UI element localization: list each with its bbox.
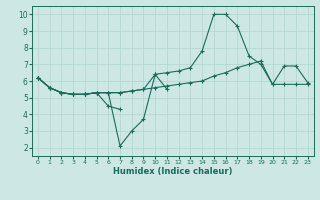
X-axis label: Humidex (Indice chaleur): Humidex (Indice chaleur) [113,167,233,176]
